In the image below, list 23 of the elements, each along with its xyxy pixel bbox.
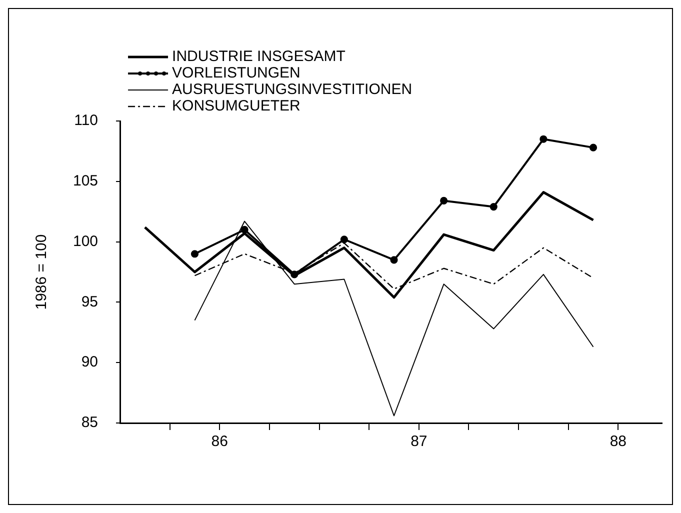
x-tick-label: 88 [610,433,627,450]
y-tick-label: 110 [74,112,98,130]
legend-label: VORLEISTUNGEN [172,64,300,82]
legend-label: KONSUMGUETER [172,98,301,115]
point [440,196,448,205]
point [290,270,298,278]
point [490,202,498,211]
y-axis-title: 1986 = 100 [33,234,50,310]
point [390,256,398,264]
point [340,236,348,244]
y-tick-label: 105 [72,172,98,190]
point [589,144,598,152]
y-tick-label: 95 [81,293,98,310]
y-tick-label: 100 [72,232,98,250]
point [540,135,548,143]
x-tick-label: 86 [211,433,228,450]
point [190,250,199,258]
legend-label: INDUSTRIE INSGESAMT [172,48,346,66]
legend-label: AUSRUESTUNGSINVESTITIONEN [172,81,412,98]
y-tick-label: 85 [81,414,98,432]
point [240,226,248,234]
x-tick-label: 87 [410,433,428,450]
y-tick-label: 90 [81,354,98,371]
